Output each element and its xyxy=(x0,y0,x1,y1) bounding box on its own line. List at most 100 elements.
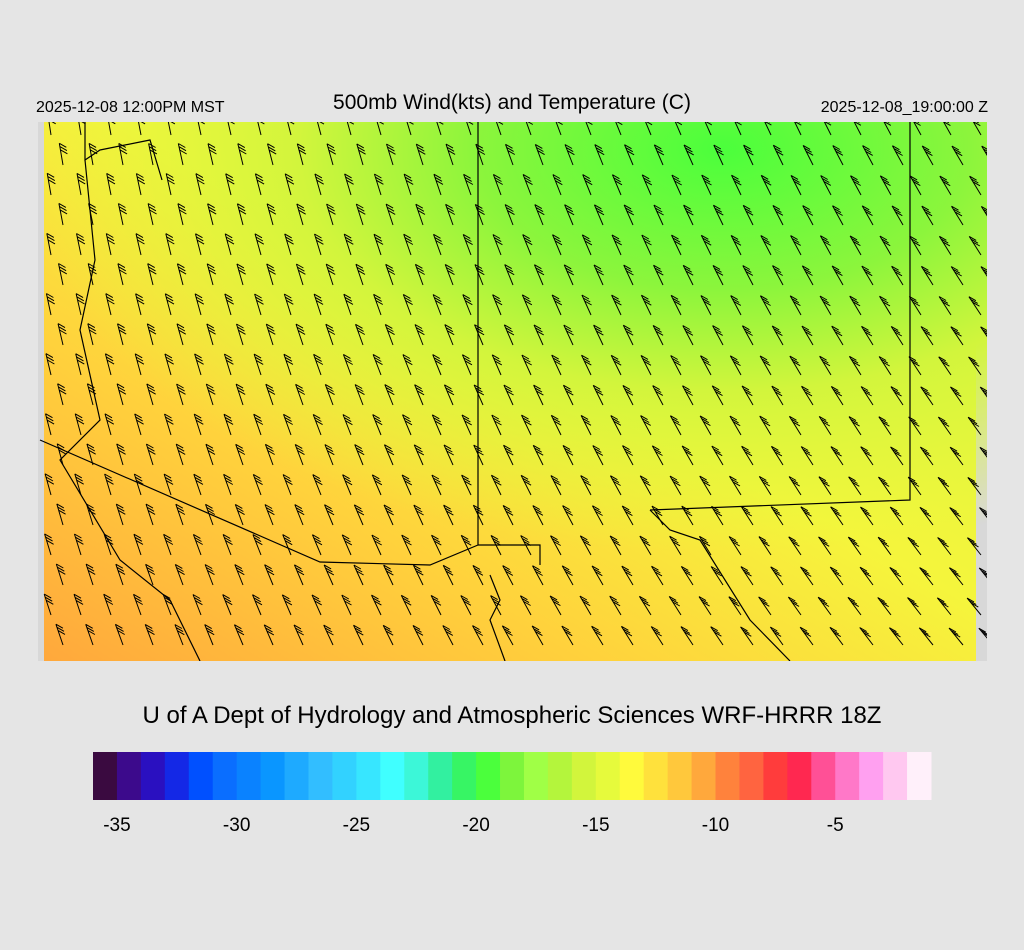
wind-barb xyxy=(713,144,724,166)
wind-barb xyxy=(591,565,604,586)
wind-barb xyxy=(908,295,922,316)
wind-barb xyxy=(133,533,144,556)
wind-barb xyxy=(88,142,98,166)
wind-barb xyxy=(818,415,832,436)
colorbar-box xyxy=(691,752,717,800)
wind-barb xyxy=(353,504,365,526)
wind-barb xyxy=(698,596,712,616)
wind-barb xyxy=(671,174,682,196)
wind-barb xyxy=(287,122,295,136)
wind-barb xyxy=(611,294,622,316)
wind-barb xyxy=(73,593,84,616)
wind-barb xyxy=(861,265,874,286)
wind-barb xyxy=(520,535,532,556)
wind-barb xyxy=(108,122,116,136)
wind-barb xyxy=(442,625,454,646)
wind-barb xyxy=(740,566,754,586)
wind-barb xyxy=(312,413,323,436)
wind-barb xyxy=(384,323,395,346)
wind-barb xyxy=(862,145,874,166)
wind-barb xyxy=(74,413,85,436)
wind-barb xyxy=(534,143,545,166)
wind-barb xyxy=(730,234,742,256)
wind-barb xyxy=(401,474,413,496)
wind-barb xyxy=(700,295,712,316)
wind-barb xyxy=(86,383,97,406)
wind-barb xyxy=(532,505,544,526)
wind-barb xyxy=(621,565,634,586)
wind-barb xyxy=(652,324,664,346)
wind-barb xyxy=(522,173,533,196)
wind-barb xyxy=(968,296,982,316)
wind-barb xyxy=(859,566,874,586)
wind-barb xyxy=(472,504,484,526)
wind-barb xyxy=(938,356,952,376)
wind-barb xyxy=(740,505,754,526)
wind-barb xyxy=(609,595,622,616)
colorbar-box xyxy=(619,752,645,800)
wind-barb xyxy=(502,565,514,586)
wind-barb xyxy=(146,383,156,406)
wind-barb xyxy=(621,505,634,526)
wind-barb xyxy=(371,534,382,556)
wind-barb xyxy=(890,325,904,346)
wind-barb xyxy=(254,233,265,256)
wind-barb xyxy=(670,355,682,376)
wind-barb xyxy=(622,324,634,346)
wind-barb xyxy=(561,625,574,646)
wind-barb xyxy=(551,354,562,376)
wind-barb xyxy=(788,476,802,496)
colorbar-box xyxy=(763,752,788,800)
wind-barb xyxy=(373,233,384,256)
wind-barbs xyxy=(43,122,987,646)
wind-barb xyxy=(639,475,652,496)
wind-barb xyxy=(533,264,545,286)
wind-barb xyxy=(252,473,263,496)
wind-barb xyxy=(564,204,575,226)
wind-barb xyxy=(771,325,784,346)
wind-barb xyxy=(461,474,472,496)
wind-barb xyxy=(609,535,622,556)
wind-barb xyxy=(415,143,426,166)
wind-barb xyxy=(86,503,96,526)
wind-barb xyxy=(87,323,97,346)
wind-barb xyxy=(444,324,455,346)
wind-barb xyxy=(313,353,324,376)
wind-barb xyxy=(294,443,305,466)
wind-barb xyxy=(133,473,144,496)
wind-barb xyxy=(760,174,772,196)
wind-barb xyxy=(403,233,414,256)
wind-barb xyxy=(832,205,844,226)
wind-barb xyxy=(355,323,366,346)
wind-barb xyxy=(474,203,485,226)
wind-barb xyxy=(860,446,874,466)
wind-barb xyxy=(224,233,235,256)
wind-barb xyxy=(104,473,114,496)
wind-barb xyxy=(58,142,68,166)
wind-barb xyxy=(164,293,175,316)
wind-barb xyxy=(800,446,814,466)
wind-barb xyxy=(504,204,515,226)
wind-barb xyxy=(57,383,67,406)
wind-barb xyxy=(177,203,187,226)
wind-barb xyxy=(699,415,712,436)
wind-barb xyxy=(533,324,544,346)
wind-barb xyxy=(883,122,892,136)
wind-barb xyxy=(740,626,754,646)
wind-barb xyxy=(830,506,844,526)
wind-barb xyxy=(799,626,814,646)
wind-barb xyxy=(918,627,934,646)
wind-barb xyxy=(669,415,682,436)
colorbar-box xyxy=(380,752,405,800)
wind-barb xyxy=(400,594,412,616)
wind-barb xyxy=(75,293,85,316)
wind-barb xyxy=(682,325,694,346)
wind-barb xyxy=(939,175,952,196)
wind-barb xyxy=(819,295,832,316)
wind-barb xyxy=(525,122,534,136)
wind-barb xyxy=(645,122,653,136)
wind-barb xyxy=(371,594,382,616)
colorbar-box xyxy=(308,752,333,800)
wind-barb xyxy=(135,293,145,316)
wind-barb xyxy=(462,233,473,256)
